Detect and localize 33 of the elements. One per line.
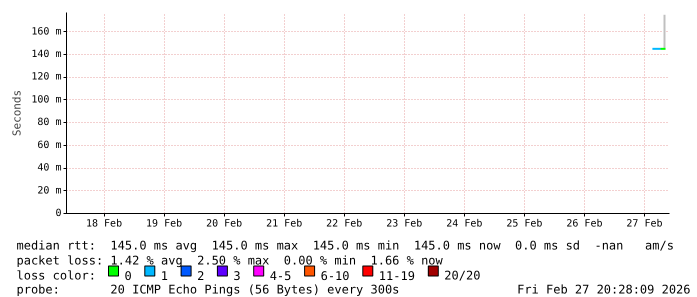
x-tick-label: 23 Feb: [386, 218, 422, 230]
y-tick-label: 100 m: [31, 94, 62, 106]
x-tick-label: 24 Feb: [446, 218, 482, 230]
text: Fri Feb 27 20:28:09 2026: [517, 282, 690, 296]
x-tick-label: 21 Feb: [266, 218, 302, 230]
text: probe: 20 ICMP Echo Pings (56 Bytes) every 300s: [16, 282, 400, 296]
y-tick-label: 40 m: [37, 162, 62, 174]
y-tick-label: 120 m: [31, 72, 62, 83]
y-tick-label: 0: [55, 208, 62, 219]
y-axis-title: Seconds: [10, 90, 24, 136]
legend-label: 3: [233, 269, 241, 283]
text: median rtt: 145.0 ms avg 145.0 ms max 145.0 ms min 145.0 ms now 0.0 ms sd -nan am/s: [16, 238, 674, 252]
legend-title: loss color:: [16, 268, 96, 282]
text: packet loss: 1.42 % avg 2.50 % max 0.00 % min 1.66 % now: [16, 254, 444, 268]
x-tick-label: 20 Feb: [206, 218, 242, 230]
y-tick-label: 140 m: [31, 49, 62, 60]
x-tick-label: 18 Feb: [86, 218, 122, 230]
y-tick-label: 60 m: [37, 140, 62, 151]
x-tick-label: 19 Feb: [146, 218, 182, 230]
legend-label: 1: [160, 269, 168, 283]
legend-label: 20/20: [444, 268, 480, 282]
legend-label: 0: [124, 269, 132, 283]
legend-label: 11-19: [378, 269, 415, 283]
y-tick-label: 20 m: [37, 185, 62, 196]
x-tick-label: 26 Feb: [566, 218, 602, 230]
x-tick-label: 22 Feb: [326, 218, 362, 230]
x-tick-label: 27 Feb: [626, 218, 663, 230]
legend-label: 2: [197, 269, 204, 283]
legend-label: 4-5: [270, 269, 292, 283]
y-tick-label: 160 m: [31, 26, 62, 38]
legend-label: 6-10: [320, 269, 350, 283]
x-tick-label: 25 Feb: [506, 218, 542, 230]
y-tick-label: 80 m: [37, 117, 62, 128]
